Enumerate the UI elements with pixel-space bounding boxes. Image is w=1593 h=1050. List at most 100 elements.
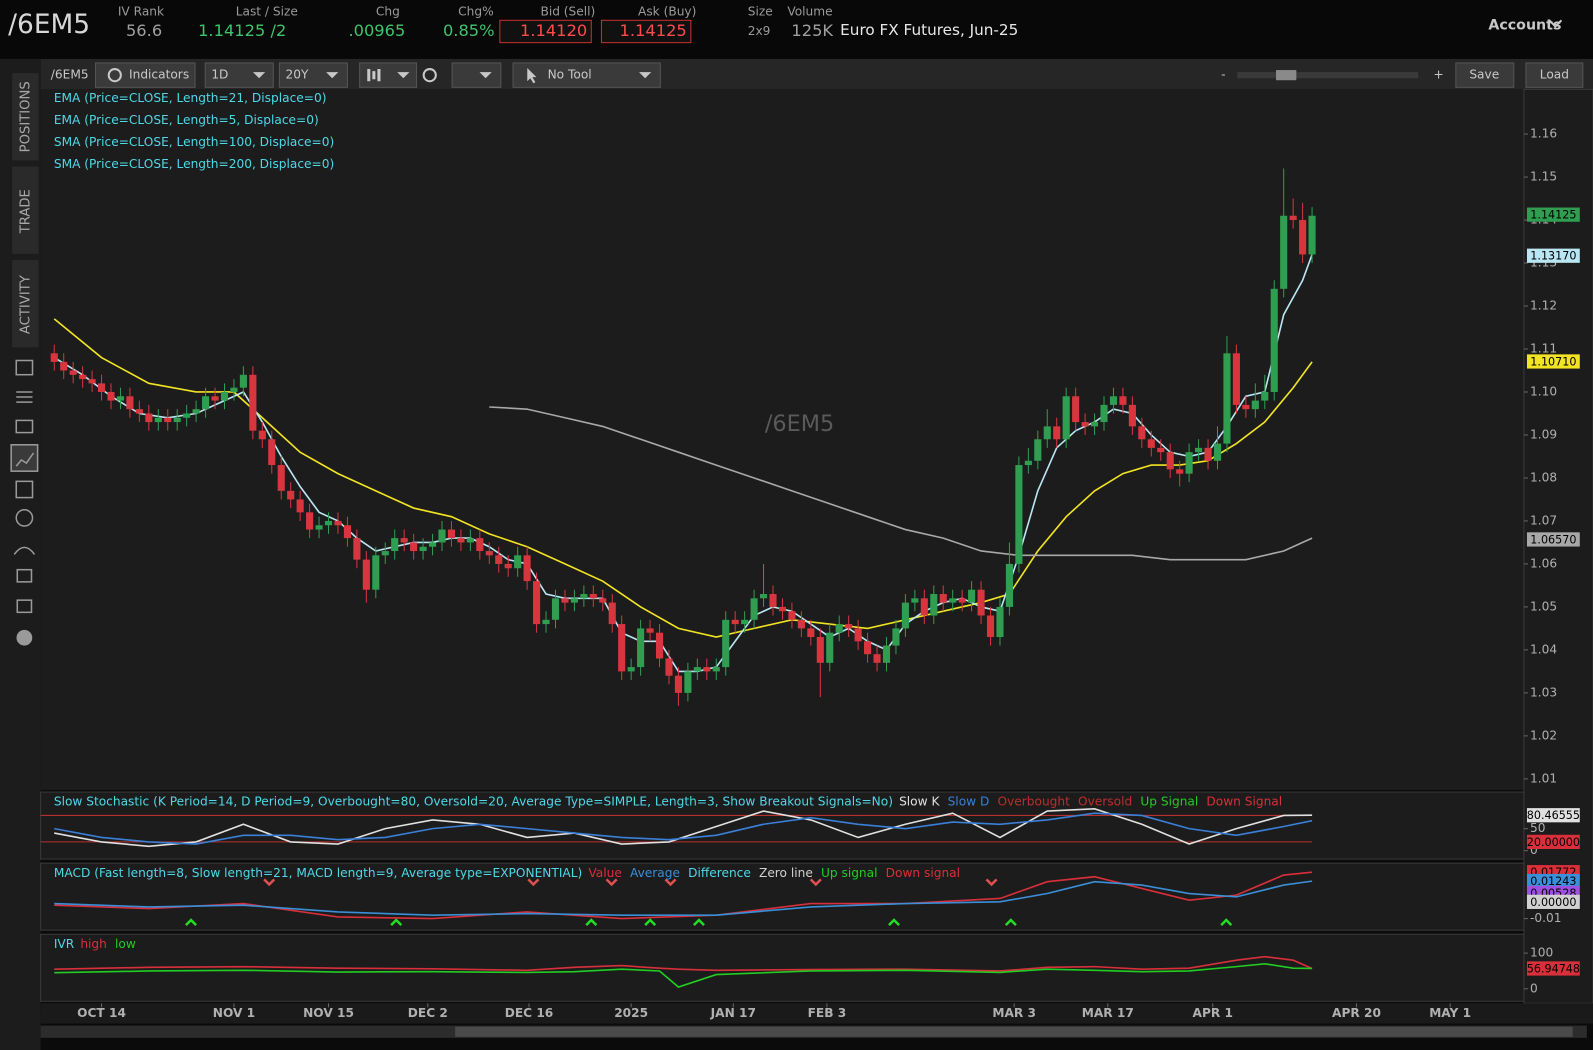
caret[interactable] bbox=[479, 72, 492, 79]
indicator-line bbox=[54, 812, 1313, 845]
toolbar-symbol[interactable]: /6EM5 bbox=[51, 68, 89, 82]
ask-box[interactable] bbox=[600, 19, 692, 44]
field-value[interactable]: 1.14125 bbox=[620, 21, 687, 40]
side-tab[interactable] bbox=[12, 259, 39, 348]
chart-type-icon[interactable] bbox=[367, 69, 381, 82]
value-tag-label: 20.00000 bbox=[1527, 836, 1580, 849]
candle-body bbox=[618, 624, 626, 672]
side-tab[interactable] bbox=[12, 73, 39, 161]
candle-body bbox=[343, 525, 351, 539]
value-tag bbox=[1526, 873, 1580, 889]
side-tab-label[interactable]: TRADE bbox=[18, 189, 33, 234]
tool-dropdown[interactable] bbox=[512, 62, 661, 88]
field-value: 0.85% bbox=[443, 21, 495, 40]
candle-body bbox=[1299, 220, 1307, 255]
indicator-line bbox=[54, 871, 1313, 920]
value-tag-label: 56.94748 bbox=[1527, 962, 1580, 975]
indicators-button[interactable] bbox=[94, 62, 196, 88]
legend-entry: low bbox=[115, 937, 136, 951]
caret[interactable] bbox=[252, 72, 266, 79]
tool-label[interactable]: No Tool bbox=[548, 68, 592, 82]
icon[interactable] bbox=[15, 359, 34, 376]
zoom-thumb[interactable] bbox=[1276, 70, 1297, 81]
candle-body bbox=[759, 594, 768, 599]
candle-body bbox=[750, 598, 758, 620]
candle-body bbox=[996, 606, 1004, 638]
side-tab[interactable] bbox=[12, 166, 39, 254]
save-button[interactable] bbox=[1455, 62, 1515, 88]
price-tag bbox=[1526, 354, 1580, 369]
caret[interactable] bbox=[397, 72, 410, 79]
period-label[interactable]: 20Y bbox=[285, 68, 308, 82]
signal-arrows bbox=[185, 878, 1233, 926]
candle-body bbox=[533, 581, 541, 625]
icon[interactable] bbox=[16, 391, 33, 403]
gear-icon[interactable] bbox=[107, 68, 122, 83]
side-tab-label[interactable]: POSITIONS bbox=[18, 81, 33, 152]
icon[interactable] bbox=[13, 546, 36, 555]
field-value[interactable]: 1.14120 bbox=[520, 21, 587, 40]
pointer-icon[interactable] bbox=[527, 68, 537, 84]
candle-body bbox=[807, 628, 815, 638]
accounts-menu[interactable]: Accounts bbox=[1488, 17, 1561, 33]
zoom-out[interactable]: - bbox=[1221, 68, 1225, 82]
value-tag-label: 0.00000 bbox=[1530, 896, 1576, 909]
icon[interactable] bbox=[16, 599, 33, 614]
candle-body bbox=[485, 551, 493, 556]
icon[interactable] bbox=[16, 568, 33, 583]
candle-body bbox=[968, 589, 976, 603]
icon[interactable] bbox=[15, 452, 35, 467]
symbol[interactable]: /6EM5 bbox=[8, 9, 90, 40]
indicators-label[interactable]: Indicators bbox=[129, 68, 189, 82]
candle-body bbox=[410, 542, 418, 552]
value-tag bbox=[1526, 808, 1580, 823]
candle-body bbox=[835, 624, 843, 633]
candle-body bbox=[949, 598, 957, 603]
candle-body bbox=[353, 538, 361, 560]
icon[interactable] bbox=[15, 480, 34, 499]
drawing-dropdown[interactable] bbox=[451, 62, 502, 88]
side-tab-label[interactable]: ACTIVITY bbox=[18, 274, 33, 334]
zoom-track[interactable] bbox=[1237, 72, 1419, 79]
accounts-caret[interactable] bbox=[1548, 19, 1563, 28]
bid-box[interactable] bbox=[499, 19, 592, 44]
candle-body bbox=[268, 439, 276, 466]
aggregation-label[interactable]: 1D bbox=[211, 68, 228, 82]
down-signal bbox=[263, 878, 998, 887]
candle-body bbox=[1204, 447, 1212, 461]
save-label[interactable]: Save bbox=[1469, 68, 1499, 82]
candle-body bbox=[202, 396, 210, 410]
legend-entry: Zero line bbox=[759, 866, 813, 880]
y-tick-label: 1.07 bbox=[1530, 513, 1557, 527]
icon[interactable] bbox=[16, 629, 33, 646]
caret[interactable] bbox=[326, 72, 339, 79]
candle-body bbox=[1005, 563, 1013, 607]
price-tag bbox=[1526, 207, 1580, 222]
field-label: Chg% bbox=[458, 5, 494, 19]
candle-body bbox=[211, 396, 219, 401]
candle-body bbox=[438, 529, 446, 543]
candle-body bbox=[986, 615, 995, 638]
value-tag-label: 80.46555 bbox=[1527, 809, 1580, 822]
legend-entry: Slow D bbox=[948, 795, 990, 809]
icon[interactable] bbox=[15, 509, 34, 527]
candle-body bbox=[674, 675, 682, 693]
zoom-in[interactable]: + bbox=[1433, 68, 1443, 82]
indicator-line bbox=[54, 962, 1313, 988]
icon[interactable] bbox=[15, 419, 34, 434]
load-label[interactable]: Load bbox=[1540, 68, 1569, 82]
period-dropdown[interactable] bbox=[278, 62, 348, 88]
caret[interactable] bbox=[639, 72, 652, 79]
candle-body bbox=[788, 611, 796, 620]
icon[interactable] bbox=[10, 444, 39, 472]
scroll-thumb[interactable] bbox=[455, 1026, 1573, 1037]
candle-body bbox=[580, 594, 588, 599]
load-button[interactable] bbox=[1525, 62, 1584, 88]
settings-icon[interactable] bbox=[422, 68, 437, 83]
candle-body bbox=[1242, 404, 1250, 410]
candle-body bbox=[703, 667, 711, 672]
candle-body bbox=[192, 409, 200, 414]
field-label: Volume bbox=[787, 5, 832, 19]
x-tick-label: JAN 17 bbox=[710, 1006, 756, 1020]
candle-body bbox=[306, 512, 314, 530]
